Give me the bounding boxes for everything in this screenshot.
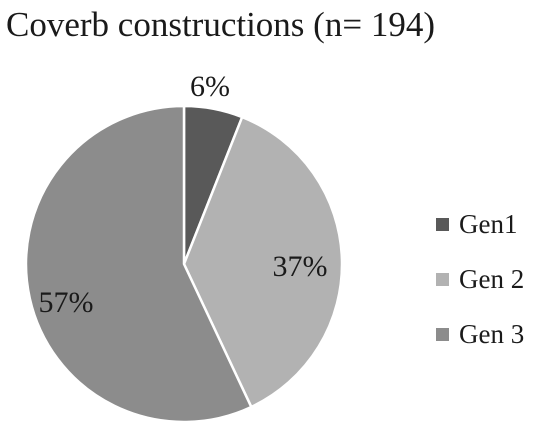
legend-label-gen3: Gen 3 [459, 319, 525, 349]
slice-label-gen2: 37% [273, 250, 328, 283]
pie-slice-gen3 [24, 104, 253, 424]
slice-label-gen3: 57% [39, 286, 94, 319]
slice-label-gen1: 6% [190, 70, 230, 103]
legend-swatch-gen3 [436, 328, 449, 341]
chart-title: Coverb constructions (n= 194) [6, 5, 435, 44]
legend: Gen1 Gen 2 Gen 3 [436, 197, 524, 362]
legend-item-gen2: Gen 2 [436, 252, 524, 307]
legend-label-gen1: Gen1 [459, 209, 518, 239]
legend-item-gen3: Gen 3 [436, 307, 524, 362]
legend-item-gen1: Gen1 [436, 197, 524, 252]
legend-swatch-gen2 [436, 273, 449, 286]
legend-swatch-gen1 [436, 218, 449, 231]
pie-slice-gen2 [182, 115, 344, 409]
legend-label-gen2: Gen 2 [459, 264, 525, 294]
